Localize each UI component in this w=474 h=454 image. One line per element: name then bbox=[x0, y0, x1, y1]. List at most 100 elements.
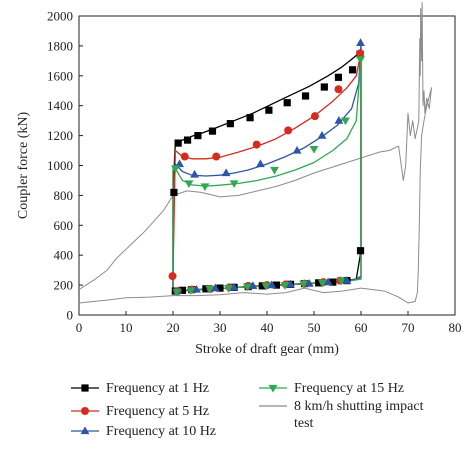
data-point-2 bbox=[317, 131, 327, 139]
data-point-2 bbox=[286, 279, 295, 288]
legend-item: Frequency at 10 Hz bbox=[70, 423, 216, 440]
data-point-1 bbox=[310, 112, 319, 121]
data-point-0 bbox=[320, 83, 328, 91]
x-tick-label: 70 bbox=[402, 320, 415, 335]
legend-swatch bbox=[71, 407, 99, 415]
data-point-3 bbox=[280, 282, 290, 290]
data-point-0 bbox=[265, 106, 273, 114]
x-tick-label: 30 bbox=[214, 320, 227, 335]
data-point-2 bbox=[334, 116, 344, 124]
legend-label: Frequency at 10 Hz bbox=[106, 424, 217, 439]
data-point-0 bbox=[272, 281, 280, 289]
data-point-1 bbox=[180, 152, 189, 161]
data-point-0 bbox=[202, 285, 210, 293]
y-tick-label: 1600 bbox=[47, 68, 73, 83]
legend-item: 8 km/h shutting impact test bbox=[258, 398, 438, 432]
data-point-2 bbox=[304, 279, 314, 287]
legend-label: Frequency at 15 Hz bbox=[294, 381, 405, 396]
legend-item: Frequency at 5 Hz bbox=[70, 403, 209, 420]
x-tick-label: 60 bbox=[355, 320, 368, 335]
data-point-0 bbox=[194, 132, 202, 140]
data-point-2 bbox=[256, 159, 265, 168]
series-layer bbox=[78, 2, 432, 304]
data-point-0 bbox=[334, 73, 343, 81]
x-tick-label: 0 bbox=[76, 320, 83, 335]
data-point-0 bbox=[356, 247, 365, 255]
data-point-3 bbox=[356, 56, 365, 64]
plot-frame bbox=[78, 15, 456, 316]
legend-swatch bbox=[71, 426, 99, 435]
data-point-0 bbox=[216, 284, 224, 292]
legend-swatch bbox=[259, 384, 287, 393]
legend-swatch bbox=[259, 405, 287, 407]
y-axis-title: Coupler force (kN) bbox=[16, 112, 31, 220]
data-point-1 bbox=[212, 152, 221, 161]
y-tick-label: 1000 bbox=[47, 158, 73, 173]
marker-layer bbox=[168, 38, 365, 297]
legend-item: Frequency at 15 Hz bbox=[258, 380, 404, 397]
data-point-2 bbox=[190, 169, 200, 178]
data-point-3 bbox=[270, 166, 279, 175]
data-point-3 bbox=[170, 165, 180, 174]
legend-label: 8 km/h shutting impact test bbox=[294, 399, 424, 431]
data-point-3 bbox=[200, 183, 210, 192]
data-point-2 bbox=[356, 38, 365, 47]
legend-marker bbox=[81, 407, 89, 415]
legend-swatch bbox=[71, 384, 99, 392]
legend-item: Frequency at 1 Hz bbox=[70, 380, 209, 397]
data-point-3 bbox=[184, 180, 194, 189]
x-tick-label: 20 bbox=[167, 320, 180, 335]
x-axis-title: Stroke of draft gear (mm) bbox=[195, 342, 339, 357]
y-tick-label: 2000 bbox=[47, 9, 73, 24]
data-point-2 bbox=[221, 168, 231, 177]
data-point-1 bbox=[168, 272, 177, 281]
tick-layer: 0 10 20 30 40 50 60 70 8002004006008001000120014… bbox=[47, 9, 462, 336]
data-point-3 bbox=[299, 280, 309, 289]
legend-label: Frequency at 5 Hz bbox=[106, 404, 210, 419]
y-tick-label: 600 bbox=[54, 218, 74, 233]
data-point-0 bbox=[178, 286, 186, 294]
data-point-3 bbox=[336, 277, 346, 286]
data-point-0 bbox=[174, 139, 182, 147]
data-point-2 bbox=[292, 145, 302, 154]
data-point-3 bbox=[229, 180, 239, 189]
legend-marker bbox=[268, 384, 278, 393]
data-point-1 bbox=[356, 49, 365, 58]
data-point-2 bbox=[210, 283, 220, 292]
chart: 0 10 20 30 40 50 60 70 8002004006008001000120014… bbox=[16, 2, 462, 357]
x-tick-label: 50 bbox=[308, 320, 321, 335]
data-point-0 bbox=[208, 127, 217, 135]
data-point-3 bbox=[224, 284, 233, 293]
data-point-0 bbox=[226, 120, 234, 128]
data-point-0 bbox=[246, 114, 254, 122]
data-point-0 bbox=[315, 279, 323, 287]
legend-marker bbox=[81, 384, 89, 392]
data-point-3 bbox=[318, 279, 327, 288]
data-point-1 bbox=[284, 126, 293, 135]
data-point-0 bbox=[283, 99, 291, 107]
y-tick-label: 0 bbox=[67, 308, 74, 323]
x-tick-label: 40 bbox=[261, 320, 274, 335]
x-tick-label: 80 bbox=[449, 320, 462, 335]
data-point-3 bbox=[341, 117, 350, 126]
y-tick-label: 1800 bbox=[47, 38, 73, 53]
data-point-0 bbox=[348, 66, 357, 74]
series-line-4 bbox=[78, 2, 432, 304]
y-tick-label: 800 bbox=[54, 188, 74, 203]
y-tick-label: 200 bbox=[54, 278, 74, 293]
data-point-0 bbox=[258, 282, 266, 290]
data-point-2 bbox=[192, 284, 201, 293]
data-point-2 bbox=[229, 282, 239, 291]
data-point-1 bbox=[252, 140, 261, 149]
y-tick-label: 1200 bbox=[47, 128, 73, 143]
data-point-2 bbox=[175, 159, 184, 168]
y-tick-label: 400 bbox=[54, 248, 74, 263]
data-point-2 bbox=[342, 276, 352, 284]
data-point-0 bbox=[301, 92, 310, 100]
data-point-2 bbox=[267, 280, 277, 289]
data-point-3 bbox=[205, 285, 215, 294]
data-point-0 bbox=[170, 188, 178, 197]
data-point-3 bbox=[186, 287, 196, 295]
legend-marker bbox=[80, 426, 90, 435]
series-line-0 bbox=[172, 48, 362, 292]
